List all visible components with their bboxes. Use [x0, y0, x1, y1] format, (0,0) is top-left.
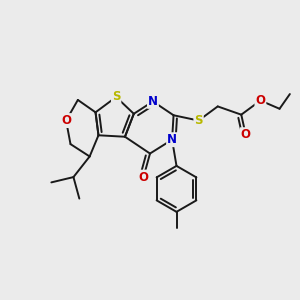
- Text: O: O: [139, 171, 148, 184]
- Text: O: O: [241, 128, 251, 141]
- Text: N: N: [167, 133, 177, 146]
- Text: S: S: [194, 114, 203, 127]
- Text: O: O: [255, 94, 266, 107]
- Text: O: O: [61, 114, 71, 127]
- Text: N: N: [148, 95, 158, 108]
- Text: S: S: [112, 91, 120, 103]
